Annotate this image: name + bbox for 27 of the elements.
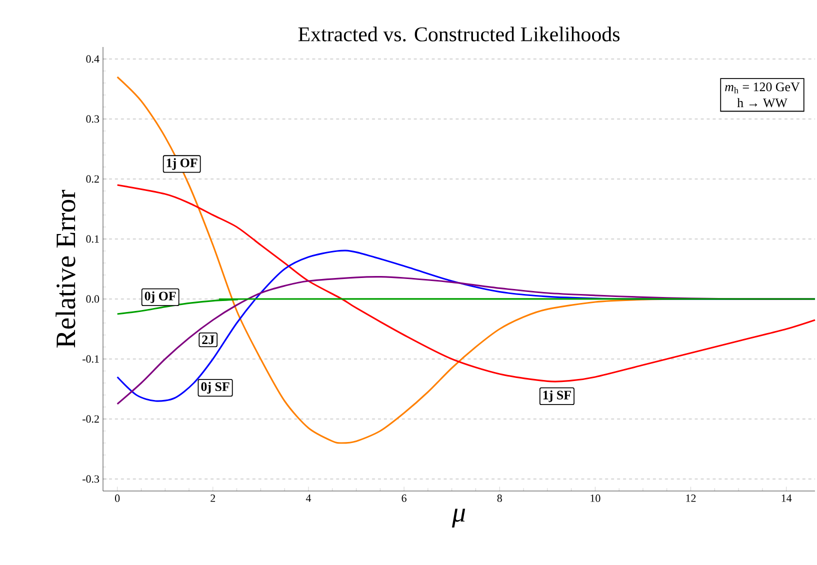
- x-tick-label: 8: [497, 494, 502, 502]
- y-tick-label: -0.2: [82, 415, 99, 423]
- x-tick-label: 6: [402, 494, 406, 502]
- x-tick-label: 0: [115, 494, 120, 502]
- x-tick-label: 2: [210, 494, 216, 502]
- y-tick-label: 0.2: [86, 175, 99, 183]
- annotation: h → WW: [737, 98, 788, 108]
- x-tick-label: 12: [686, 494, 696, 502]
- line-series: [116, 184, 816, 382]
- annotation: m$_{h}$ = 120 GeV: [725, 82, 800, 94]
- x-tick-label: 14: [782, 494, 792, 502]
- y-tick-label: -0.3: [82, 475, 100, 483]
- y-tick-label: 0.1: [86, 235, 99, 243]
- y-tick-label: -0.1: [82, 355, 99, 363]
- series-label: 1j SF: [543, 390, 571, 402]
- x-axis-title: μ: [452, 508, 466, 528]
- y-tick-label: 0.0: [86, 295, 100, 303]
- series-label: 1j OF: [166, 158, 198, 170]
- y-axis-title: Relative Error: [56, 190, 76, 348]
- x-tick-label: 4: [306, 494, 312, 502]
- series-label: 0j OF: [144, 291, 176, 304]
- series-label: 0j SF: [201, 382, 230, 394]
- y-tick-label: 0.3: [86, 115, 100, 123]
- series-label: 2J: [202, 335, 214, 344]
- chart-title: Extracted vs. Constructed Likelihoods: [298, 26, 620, 42]
- x-tick-label: 10: [590, 494, 600, 502]
- y-tick-label: 0.4: [86, 55, 100, 63]
